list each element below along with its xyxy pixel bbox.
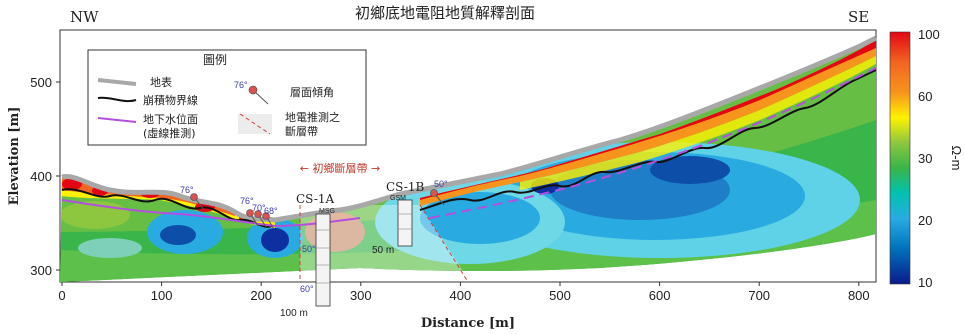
colorbar-ramp [889, 31, 911, 285]
borehole-cs-1b-label: CS-1B [386, 180, 425, 194]
x-tick-label: 700 [748, 288, 770, 303]
x-axis-ticks: 0 100 200 300 400 500 600 700 800 [58, 282, 870, 303]
dip-marker: 70° [252, 203, 267, 228]
legend-colluvium-label: 崩積物界線 [143, 93, 198, 107]
y-tick-label: 400 [30, 169, 52, 184]
deep-blue-center [261, 228, 289, 252]
dip-marker: 68° [262, 206, 278, 230]
legend-water-label: 地下水位面 [143, 112, 198, 126]
x-tick-label: 600 [649, 288, 671, 303]
legend-box [87, 49, 367, 146]
teal-left [78, 238, 142, 258]
borehole-cs-1a-depth: 100 m [280, 308, 308, 319]
borehole-cs-1b-depth: 50 m [372, 245, 394, 256]
y-axis-ticks: 300 400 500 [30, 75, 60, 278]
dip-marker: 76° [240, 196, 259, 227]
legend-surface-label: 地表 [150, 75, 172, 89]
blue-body-mid [420, 192, 540, 244]
legend-title: 圖例 [203, 53, 227, 67]
dip-marker: 50° [430, 179, 448, 206]
dip-label: 70° [252, 203, 266, 213]
x-tick-label: 800 [848, 288, 870, 303]
colorbar-unit: Ω-m [949, 146, 964, 171]
dip-label: 76° [180, 185, 194, 195]
deepest-blue-right [650, 156, 730, 184]
colorbar-tick-label: 20 [918, 213, 932, 228]
deep-blue-left [160, 225, 196, 245]
y-tick-label: 500 [30, 75, 52, 90]
borehole-cs-1a-dip-mid: 50° [302, 244, 316, 254]
x-tick-label: 0 [58, 288, 65, 303]
x-tick-label: 200 [250, 288, 272, 303]
borehole-cs-1a: CS-1A MSG 100 m 50° 60° [280, 192, 335, 319]
borehole-cs-1b: CS-1B GSM 50 m [372, 180, 425, 256]
x-axis-label: Distance [m] [421, 316, 515, 331]
colorbar-tick-label: 100 [918, 27, 940, 42]
legend-colluvium-swatch [97, 96, 137, 103]
plot-area: CS-1A MSG 100 m 50° 60° CS-1B GSM 50 m ←… [59, 29, 878, 319]
borehole-cs-1a-code: MSG [319, 208, 335, 215]
dip-markers: 76° 76° 70° 68° 50° [180, 179, 448, 230]
x-tick-label: 500 [549, 288, 571, 303]
direction-nw: NW [70, 8, 99, 26]
colorbar-ticks: 100 60 30 20 10 [918, 27, 940, 290]
borehole-cs-1a-log [315, 213, 331, 307]
section-lower-green [60, 200, 876, 282]
borehole-cs-1a-dip-low: 60° [300, 284, 314, 294]
legend-water-swatch [97, 117, 137, 123]
borehole-cs-1a-label: CS-1A [296, 192, 335, 206]
dip-label: 50° [434, 179, 448, 189]
legend-dip-symbol [248, 85, 258, 95]
figure-title: 初鄉底地電阻地質解釋剖面 [355, 4, 535, 22]
ground-surface-line [61, 35, 878, 223]
colorbar-tick-label: 10 [918, 275, 932, 290]
groundwater-line-dashed [429, 67, 877, 219]
legend-surface-swatch [97, 78, 137, 86]
legend-dip-angle: 76° [234, 80, 248, 90]
legend-water-note: (虛線推測) [143, 126, 196, 140]
x-tick-label: 300 [350, 288, 372, 303]
legend-dip-label: 層面傾角 [290, 85, 334, 99]
direction-se: SE [848, 8, 869, 26]
dip-marker: 76° [180, 185, 205, 211]
borehole-cs-1b-log [397, 199, 413, 247]
dip-label: 68° [264, 206, 278, 216]
colorbar: 100 60 30 20 10 Ω-m [889, 27, 964, 290]
fault-boundary-right [419, 204, 469, 283]
x-tick-label: 400 [450, 288, 472, 303]
legend-fault-swatch-line [239, 113, 271, 135]
y-tick-label: 300 [30, 263, 52, 278]
x-tick-label: 100 [151, 288, 173, 303]
y-axis-label: Elevation [m] [7, 107, 22, 206]
legend-fault-label-2: 斷層帶 [285, 125, 318, 138]
orange-crust-right [420, 40, 876, 206]
colluvium-boundary-line [61, 69, 877, 228]
yellow-crust-right [520, 56, 876, 190]
dip-label: 76° [240, 196, 254, 206]
borehole-cs-1b-code: GSM [390, 195, 406, 202]
legend-fault-swatch-bg [238, 114, 272, 134]
legend: 圖例 地表 崩積物界線 地下水位面 (虛線推測) 76° 層面傾角 地電推測之 … [87, 49, 367, 146]
colorbar-tick-label: 60 [918, 89, 932, 104]
fault-zone-label: ← 初鄉斷層帶 → [300, 161, 380, 175]
groundwater-line-solid [61, 199, 361, 228]
legend-fault-label-1: 地電推測之 [285, 110, 340, 124]
colorbar-tick-label: 30 [918, 151, 932, 166]
